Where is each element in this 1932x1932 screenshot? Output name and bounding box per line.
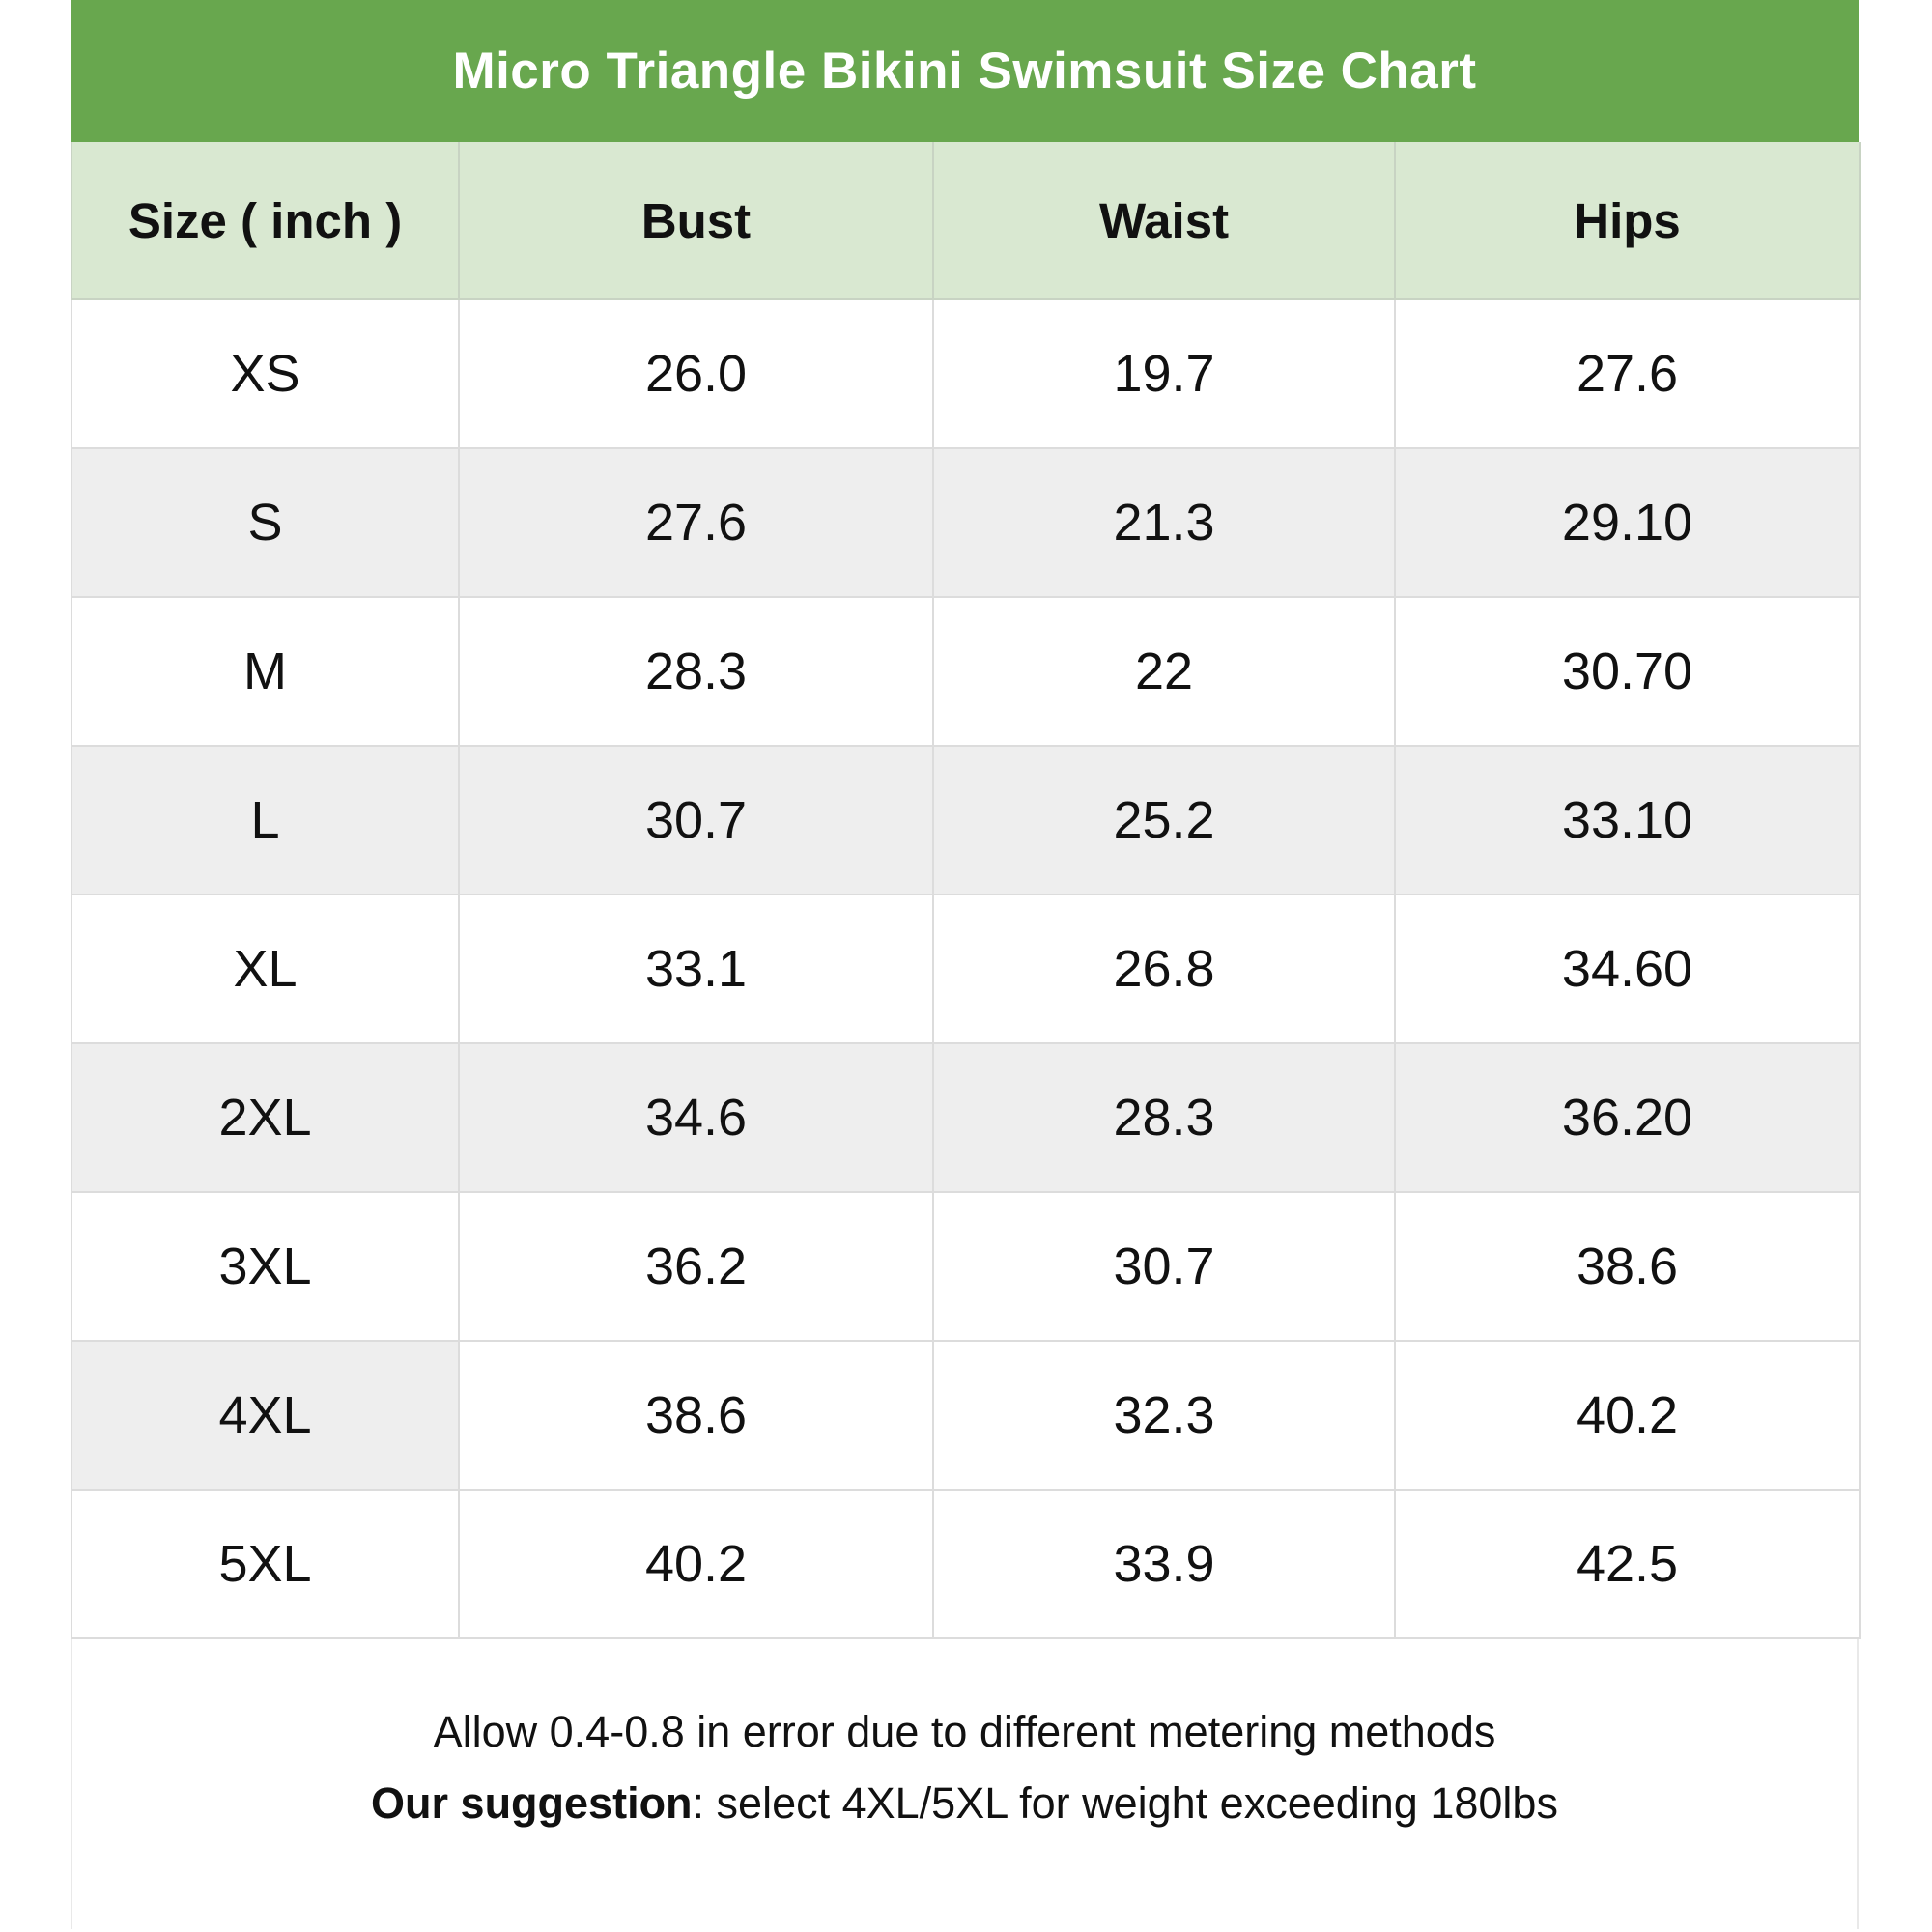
suggestion-label: Our suggestion [371, 1778, 693, 1828]
table-row: 5XL 40.2 33.9 42.5 [71, 1489, 1861, 1639]
chart-title-bar: Micro Triangle Bikini Swimsuit Size Char… [71, 0, 1859, 142]
table-row: 4XL 38.6 32.3 40.2 [71, 1340, 1861, 1491]
table-row: M 28.3 22 30.70 [71, 596, 1861, 747]
column-header-bust: Bust [458, 142, 934, 300]
waist-cell: 28.3 [932, 1042, 1396, 1193]
size-cell: S [71, 447, 460, 598]
bust-cell: 38.6 [458, 1340, 934, 1491]
size-cell: XL [71, 894, 460, 1044]
hips-cell: 30.70 [1394, 596, 1861, 747]
hips-cell: 38.6 [1394, 1191, 1861, 1342]
waist-cell: 21.3 [932, 447, 1396, 598]
table-row: XL 33.1 26.8 34.60 [71, 894, 1861, 1044]
waist-cell: 22 [932, 596, 1396, 747]
suggestion-text: : select 4XL/5XL for weight exceeding 18… [692, 1778, 1558, 1828]
hips-cell: 36.20 [1394, 1042, 1861, 1193]
table-row: 2XL 34.6 28.3 36.20 [71, 1042, 1861, 1193]
bust-cell: 36.2 [458, 1191, 934, 1342]
size-cell: L [71, 745, 460, 895]
table-row: XS 26.0 19.7 27.6 [71, 298, 1861, 449]
column-header-size: Size ( inch ) [71, 142, 460, 300]
hips-cell: 27.6 [1394, 298, 1861, 449]
waist-cell: 33.9 [932, 1489, 1396, 1639]
table-row: S 27.6 21.3 29.10 [71, 447, 1861, 598]
hips-cell: 34.60 [1394, 894, 1861, 1044]
bust-cell: 33.1 [458, 894, 934, 1044]
waist-cell: 32.3 [932, 1340, 1396, 1491]
table-row: 3XL 36.2 30.7 38.6 [71, 1191, 1861, 1342]
column-header-waist: Waist [932, 142, 1396, 300]
bust-cell: 34.6 [458, 1042, 934, 1193]
tolerance-note: Allow 0.4-0.8 in error due to different … [433, 1707, 1496, 1756]
hips-cell: 42.5 [1394, 1489, 1861, 1639]
size-cell: 3XL [71, 1191, 460, 1342]
chart-title: Micro Triangle Bikini Swimsuit Size Char… [452, 43, 1477, 99]
table-body: XS 26.0 19.7 27.6 S 27.6 21.3 29.10 M 28.3 22 30.70… [71, 298, 1861, 1639]
bust-cell: 30.7 [458, 745, 934, 895]
bust-cell: 27.6 [458, 447, 934, 598]
header-row: Size ( inch ) Bust Waist Hips [71, 142, 1861, 300]
bust-cell: 26.0 [458, 298, 934, 449]
size-cell: M [71, 596, 460, 747]
size-chart: Micro Triangle Bikini Swimsuit Size Char… [71, 0, 1861, 1932]
size-cell: 4XL [71, 1340, 460, 1491]
suggestion-note: Our suggestion: select 4XL/5XL for weigh… [371, 1777, 1558, 1830]
hips-cell: 33.10 [1394, 745, 1861, 895]
column-header-hips: Hips [1394, 142, 1861, 300]
hips-cell: 40.2 [1394, 1340, 1861, 1491]
waist-cell: 30.7 [932, 1191, 1396, 1342]
hips-cell: 29.10 [1394, 447, 1861, 598]
size-cell: 5XL [71, 1489, 460, 1639]
bust-cell: 40.2 [458, 1489, 934, 1639]
size-table: Size ( inch ) Bust Waist Hips XS 26.0 19.7… [71, 142, 1861, 1639]
footer-note: Allow 0.4-0.8 in error due to different … [71, 1639, 1859, 1929]
waist-cell: 19.7 [932, 298, 1396, 449]
waist-cell: 25.2 [932, 745, 1396, 895]
size-cell: 2XL [71, 1042, 460, 1193]
size-cell: XS [71, 298, 460, 449]
waist-cell: 26.8 [932, 894, 1396, 1044]
bust-cell: 28.3 [458, 596, 934, 747]
table-row: L 30.7 25.2 33.10 [71, 745, 1861, 895]
